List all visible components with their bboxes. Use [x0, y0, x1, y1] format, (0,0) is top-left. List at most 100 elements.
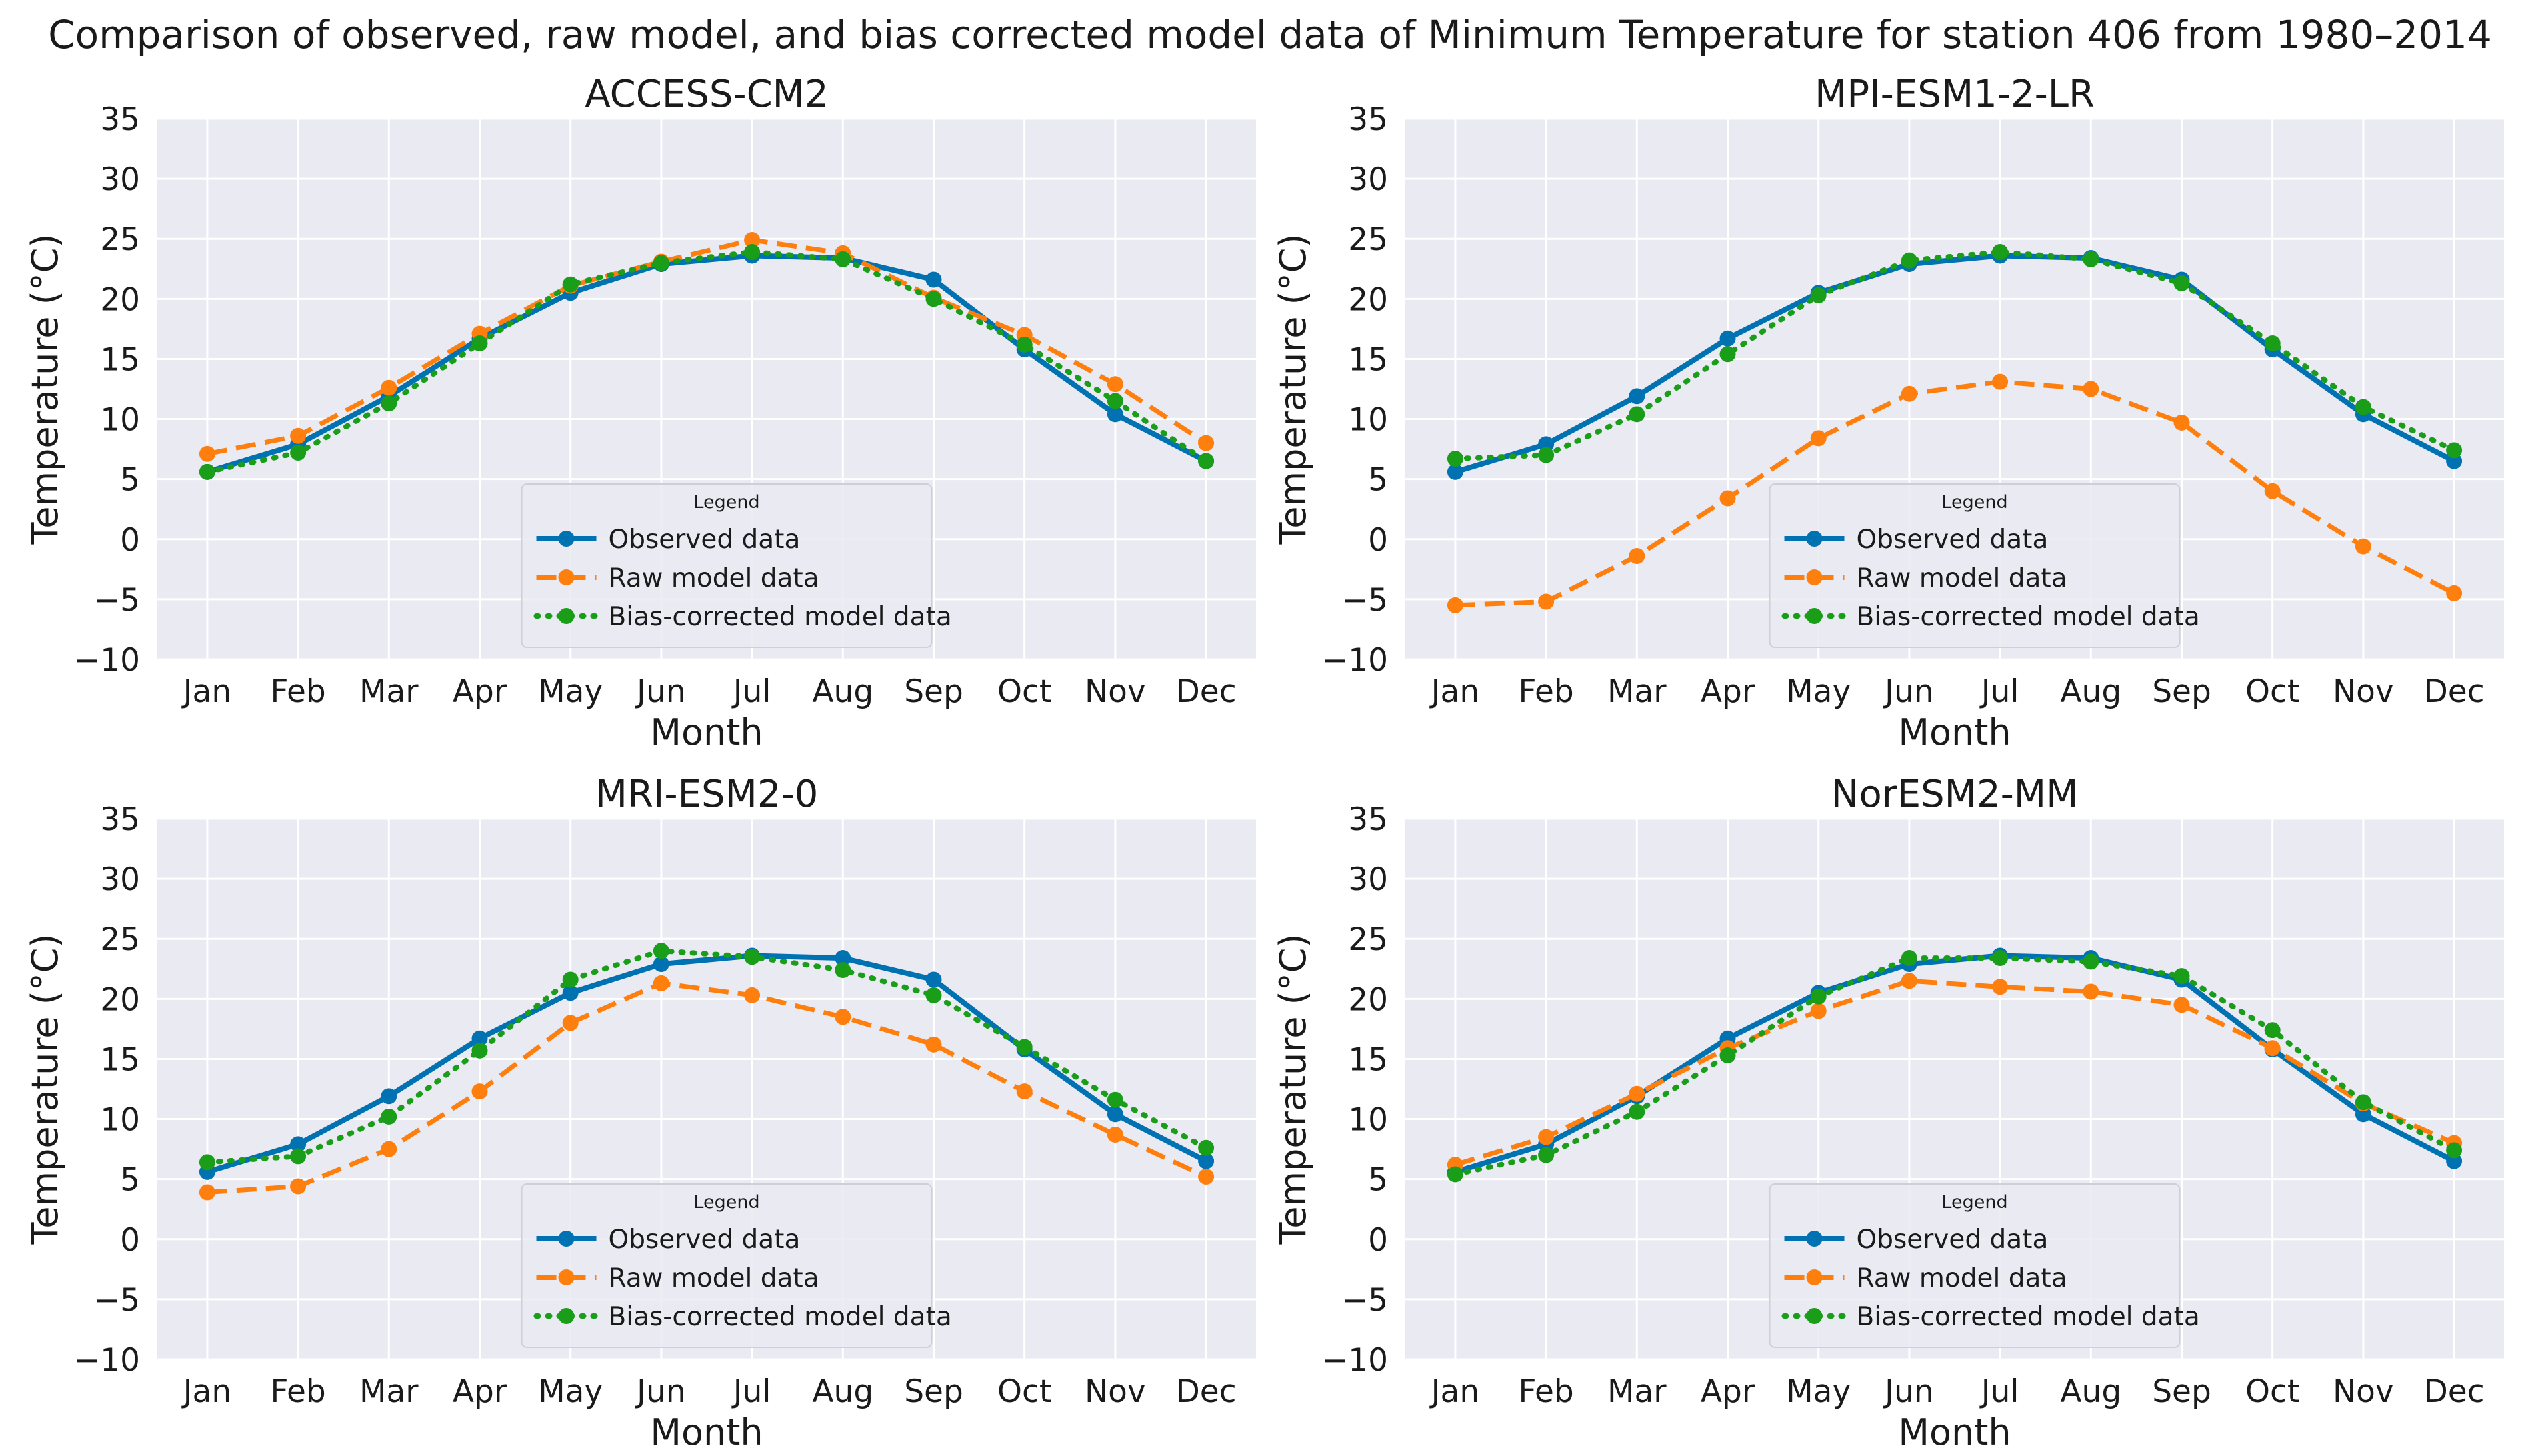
- data-point-raw: [1198, 1169, 1215, 1185]
- x-tick-label: Dec: [1176, 1373, 1237, 1410]
- data-point-observed: [1107, 406, 1123, 423]
- subplot-title: ACCESS-CM2: [585, 73, 828, 116]
- data-point-corrected: [471, 335, 488, 352]
- x-tick-label: Feb: [1518, 1373, 1573, 1410]
- x-tick-label: Aug: [2060, 673, 2121, 710]
- y-tick-label: 35: [100, 801, 140, 838]
- y-tick-label: 20: [100, 981, 140, 1018]
- x-tick-label: Jul: [1979, 1373, 2019, 1410]
- data-point-corrected: [1901, 252, 1917, 269]
- data-point-raw: [2264, 1040, 2281, 1057]
- subplot-1: −10 −5 0 5 10 15 20 25 30 35 Jan Feb Mar Apr May Jun Jul…: [24, 73, 1256, 753]
- x-tick-label: Feb: [270, 673, 325, 710]
- data-point-corrected: [381, 395, 397, 412]
- data-point-corrected: [1447, 1166, 1463, 1183]
- x-tick-label: Dec: [1176, 673, 1237, 710]
- x-tick-label: Mar: [1607, 673, 1667, 710]
- data-point-corrected: [1810, 988, 1827, 1005]
- data-point-raw: [290, 1178, 307, 1195]
- data-point-observed: [835, 950, 851, 967]
- data-point-corrected: [1629, 406, 1645, 423]
- legend-label-raw: Raw model data: [1857, 563, 2067, 593]
- series-line-observed: [1454, 253, 2455, 475]
- y-axis-label: Temperature (°C): [1272, 233, 1314, 545]
- data-point-corrected: [925, 291, 942, 307]
- data-point-raw: [1810, 430, 1827, 447]
- subplot-2: −10 −5 0 5 10 15 20 25 30 35 Jan Feb Mar Apr May Jun Jul…: [1272, 73, 2504, 753]
- legend-box: [1769, 483, 2181, 648]
- data-point-corrected: [471, 1042, 488, 1059]
- data-point-observed: [290, 1136, 307, 1153]
- data-point-corrected: [1719, 1047, 1736, 1064]
- series-line-raw: [207, 237, 1208, 457]
- subplots: −10 −5 0 5 10 15 20 25 30 35 Jan Feb Mar Apr May Jun Jul…: [24, 73, 2504, 1453]
- x-tick-label: Jan: [181, 1373, 231, 1410]
- data-point-corrected: [1992, 950, 2009, 967]
- data-point-raw: [290, 427, 307, 444]
- x-tick-label: Jul: [731, 1373, 771, 1410]
- legend-title: Legend: [693, 492, 759, 513]
- data-point-raw: [1538, 593, 1555, 610]
- y-tick-label: 10: [100, 1102, 140, 1139]
- data-point-observed: [1447, 463, 1463, 480]
- data-point-raw: [1107, 376, 1123, 393]
- subplot-title: NorESM2-MM: [1831, 773, 2079, 816]
- data-point-raw: [381, 379, 397, 396]
- y-tick-label: 5: [1368, 462, 1388, 499]
- legend-box: [521, 483, 933, 648]
- series-line-observed: [206, 953, 1207, 1175]
- x-tick-label: Mar: [359, 1373, 419, 1410]
- legend-marker-observed: [1806, 531, 1823, 547]
- data-point-corrected: [653, 943, 669, 959]
- x-tick-label: Jul: [731, 673, 771, 710]
- legend-marker-raw: [1806, 1269, 1823, 1285]
- x-axis-label: Month: [1898, 711, 2011, 753]
- data-point-corrected: [199, 1154, 215, 1171]
- data-point-raw: [1719, 490, 1736, 507]
- y-tick-label: 10: [100, 402, 140, 439]
- data-point-corrected: [290, 445, 307, 461]
- data-point-corrected: [744, 949, 761, 965]
- y-tick-label: −10: [74, 1342, 140, 1379]
- x-axis-label: Month: [650, 711, 763, 753]
- y-tick-label: 0: [120, 522, 140, 559]
- data-point-corrected: [1107, 393, 1123, 409]
- x-axis-label: Month: [1898, 1411, 2011, 1453]
- y-tick-label: 30: [1348, 161, 1388, 198]
- data-point-observed: [562, 985, 579, 1001]
- data-point-corrected: [1538, 1147, 1555, 1163]
- legend: Legend Observed data Raw model data Bias-co…: [1769, 1183, 2200, 1348]
- x-tick-label: Jun: [635, 673, 685, 710]
- y-tick-label: −10: [1322, 1342, 1388, 1379]
- data-point-corrected: [1016, 1039, 1033, 1055]
- y-axis-label: Temperature (°C): [24, 933, 66, 1245]
- series-line-observed: [1454, 953, 2455, 1175]
- data-point-corrected: [1447, 451, 1463, 467]
- y-tick-label: 5: [1368, 1162, 1388, 1199]
- y-tick-label: 35: [1348, 801, 1388, 838]
- data-point-corrected: [290, 1148, 307, 1165]
- data-point-corrected: [1810, 287, 1827, 303]
- y-tick-label: 25: [1348, 221, 1388, 258]
- x-tick-label: Oct: [997, 1373, 1051, 1410]
- data-point-corrected: [2083, 251, 2099, 267]
- data-point-raw: [1107, 1126, 1123, 1143]
- data-point-corrected: [2446, 442, 2463, 459]
- data-point-corrected: [2355, 399, 2371, 415]
- series-line-corrected: [1452, 955, 2457, 1177]
- legend-label-raw: Raw model data: [609, 563, 819, 593]
- legend-marker-observed: [558, 531, 575, 547]
- legend-marker-raw: [1806, 569, 1823, 585]
- x-tick-label: Apr: [1701, 1373, 1755, 1410]
- data-point-raw: [1810, 1003, 1827, 1019]
- legend-label-raw: Raw model data: [1857, 1263, 2067, 1293]
- y-tick-label: 5: [120, 1162, 140, 1199]
- y-tick-label: −5: [94, 582, 140, 619]
- y-tick-label: 0: [1368, 1222, 1388, 1259]
- legend-label-corrected: Bias-corrected model data: [609, 1302, 952, 1332]
- x-tick-label: Nov: [2333, 1373, 2394, 1410]
- legend-marker-raw: [558, 569, 575, 585]
- y-tick-label: 0: [1368, 522, 1388, 559]
- legend-label-corrected: Bias-corrected model data: [609, 602, 952, 632]
- data-point-corrected: [653, 255, 669, 271]
